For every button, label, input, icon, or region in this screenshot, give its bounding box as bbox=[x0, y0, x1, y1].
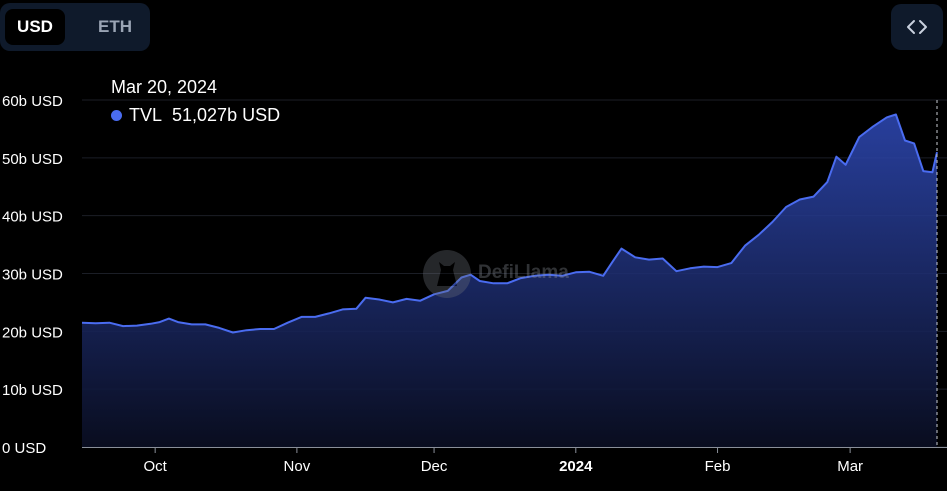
y-axis-ticks: 0 USD 10b USD 20b USD 30b USD 40b USD 50b USD… bbox=[2, 93, 63, 457]
x-tick-label: Oct bbox=[143, 458, 167, 475]
x-axis-ticks: Oct Nov Dec 2024 Feb Mar bbox=[143, 447, 863, 475]
tooltip-value: 51,027b USD bbox=[172, 105, 281, 125]
tvl-area-fill bbox=[82, 114, 937, 447]
defillama-watermark: DefiLlama bbox=[420, 246, 585, 302]
tvl-series-line bbox=[81, 113, 938, 334]
usd-button[interactable]: USD bbox=[5, 9, 65, 45]
llama-logo-icon bbox=[423, 250, 471, 298]
axes bbox=[82, 100, 947, 448]
y-tick-label: 30b USD bbox=[2, 267, 63, 284]
watermark-text: DefiLlama bbox=[478, 262, 569, 283]
y-tick-label: 0 USD bbox=[2, 440, 46, 457]
y-tick-label: 40b USD bbox=[2, 209, 63, 226]
x-tick-label: Nov bbox=[284, 458, 311, 475]
series-dot-icon bbox=[111, 110, 122, 121]
x-tick-label: 2024 bbox=[559, 458, 593, 475]
x-tick-label: Feb bbox=[705, 458, 731, 475]
currency-toggle: USD ETH bbox=[0, 3, 150, 51]
y-tick-label: 20b USD bbox=[2, 324, 63, 341]
embed-button[interactable] bbox=[891, 4, 943, 50]
y-tick-label: 50b USD bbox=[2, 151, 63, 168]
y-tick-label: 10b USD bbox=[2, 382, 63, 399]
tooltip-series-label: TVL bbox=[129, 105, 163, 125]
x-tick-label: Dec bbox=[421, 458, 448, 475]
code-icon bbox=[907, 20, 927, 34]
series-area bbox=[81, 113, 938, 447]
eth-button[interactable]: ETH bbox=[98, 17, 132, 36]
x-tick-label: Mar bbox=[837, 458, 863, 475]
tooltip-date: Mar 20, 2024 bbox=[111, 77, 218, 97]
y-tick-label: 60b USD bbox=[2, 93, 63, 110]
tooltip-value-row: TVL 51,027b USD bbox=[111, 105, 280, 126]
